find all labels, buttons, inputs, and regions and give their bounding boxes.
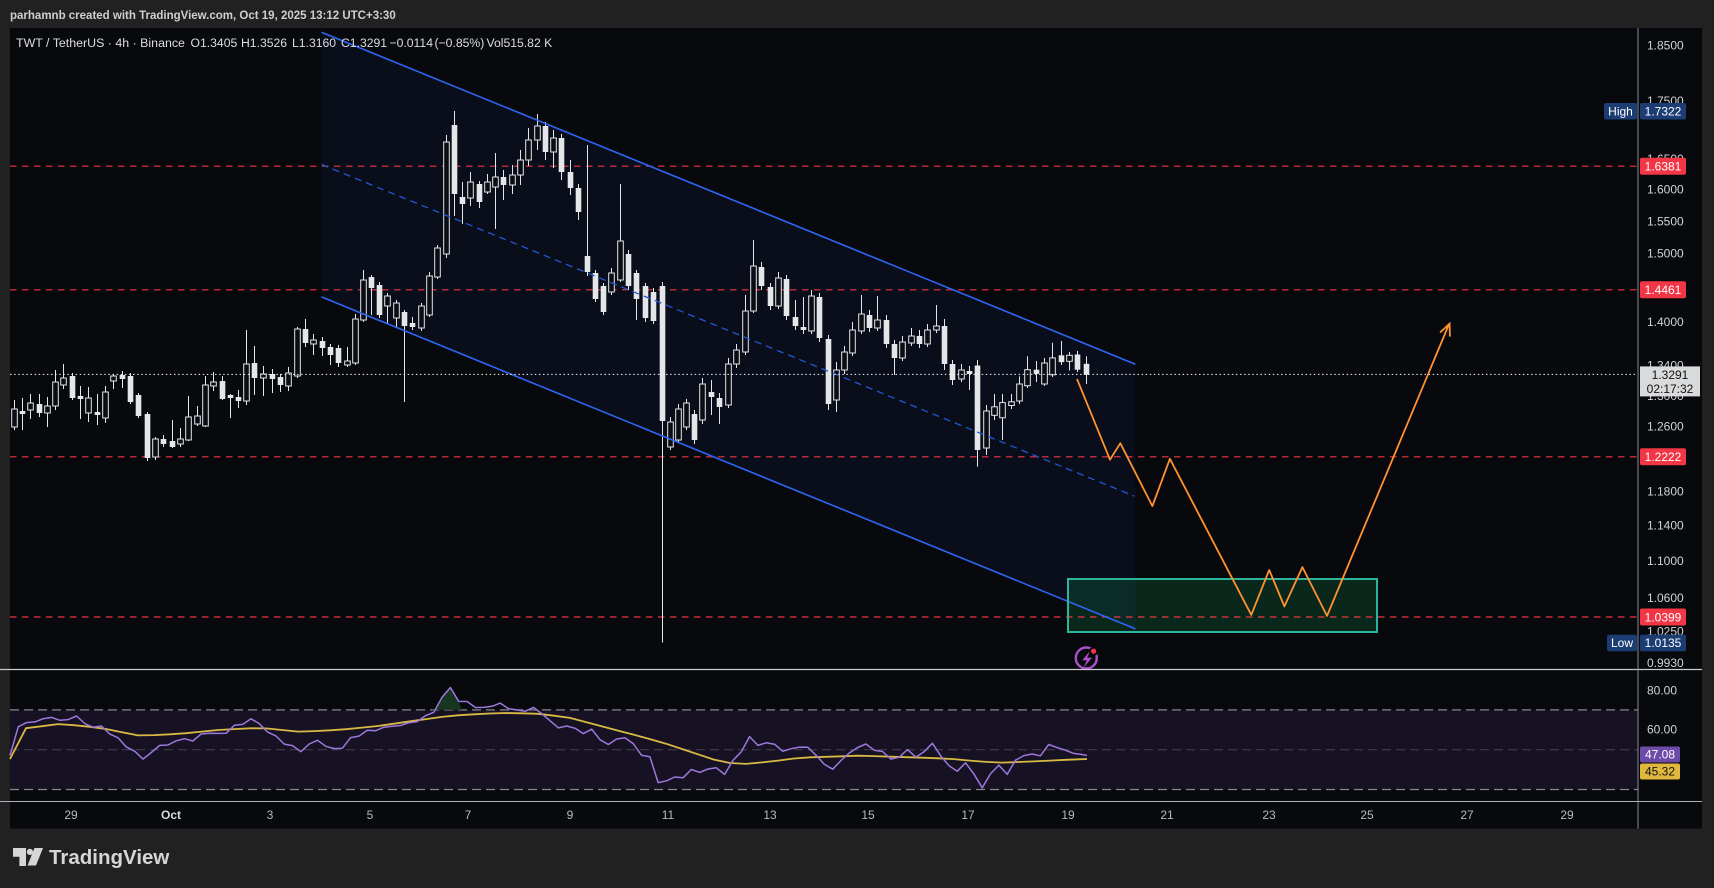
svg-text:1.5500: 1.5500 [1647, 214, 1684, 228]
svg-text:parhamnb created with TradingV: parhamnb created with TradingView.com, O… [10, 10, 396, 22]
svg-text:TWT / TetherUS · 4h · Binance: TWT / TetherUS · 4h · Binance [16, 36, 185, 50]
svg-text:1.2222: 1.2222 [1645, 450, 1682, 464]
svg-text:3: 3 [267, 808, 274, 822]
svg-text:1.1400: 1.1400 [1647, 519, 1684, 533]
svg-text:1.4000: 1.4000 [1647, 315, 1684, 329]
svg-text:29: 29 [64, 808, 78, 822]
svg-text:1.4461: 1.4461 [1645, 283, 1682, 297]
svg-text:25: 25 [1360, 808, 1374, 822]
svg-text:13: 13 [763, 808, 777, 822]
svg-text:−0.0114: −0.0114 [390, 36, 434, 50]
svg-text:1.0399: 1.0399 [1645, 610, 1682, 624]
svg-text:(−0.85%): (−0.85%) [435, 36, 485, 50]
svg-text:1.8500: 1.8500 [1647, 39, 1684, 53]
svg-text:1.1800: 1.1800 [1647, 484, 1684, 498]
svg-text:11: 11 [662, 808, 675, 822]
svg-text:7: 7 [465, 808, 472, 822]
svg-text:L1.3160: L1.3160 [292, 36, 336, 50]
svg-text:1.3291: 1.3291 [1652, 368, 1689, 382]
svg-text:1.6000: 1.6000 [1647, 183, 1684, 197]
svg-text:0.9930: 0.9930 [1647, 656, 1684, 670]
svg-text:21: 21 [1160, 808, 1174, 822]
svg-text:9: 9 [567, 808, 574, 822]
svg-text:19: 19 [1061, 808, 1075, 822]
svg-text:High: High [1608, 104, 1633, 118]
svg-text:Low: Low [1611, 636, 1633, 650]
svg-text:1.5000: 1.5000 [1647, 247, 1684, 261]
svg-text:1.7322: 1.7322 [1645, 104, 1682, 118]
svg-text:23: 23 [1262, 808, 1276, 822]
svg-text:47.08: 47.08 [1645, 748, 1675, 762]
svg-text:15: 15 [861, 808, 875, 822]
svg-text:17: 17 [961, 808, 975, 822]
svg-text:27: 27 [1460, 808, 1474, 822]
svg-text:1.0135: 1.0135 [1645, 636, 1682, 650]
svg-text:TradingView: TradingView [49, 846, 169, 869]
svg-text:H1.3526: H1.3526 [241, 36, 287, 50]
svg-text:C1.3291: C1.3291 [341, 36, 387, 50]
svg-text:Oct: Oct [161, 808, 181, 822]
svg-text:29: 29 [1560, 808, 1574, 822]
svg-text:5: 5 [367, 808, 374, 822]
svg-text:O1.3405: O1.3405 [191, 36, 238, 50]
svg-text:02:17:32: 02:17:32 [1647, 382, 1694, 396]
svg-text:Vol515.82 K: Vol515.82 K [487, 36, 553, 50]
svg-text:1.0600: 1.0600 [1647, 591, 1684, 605]
svg-text:45.32: 45.32 [1645, 765, 1675, 779]
svg-text:1.2600: 1.2600 [1647, 420, 1684, 434]
svg-text:1.1000: 1.1000 [1647, 554, 1684, 568]
svg-text:1.6381: 1.6381 [1645, 160, 1682, 174]
svg-text:60.00: 60.00 [1647, 722, 1677, 736]
svg-text:80.00: 80.00 [1647, 683, 1677, 697]
